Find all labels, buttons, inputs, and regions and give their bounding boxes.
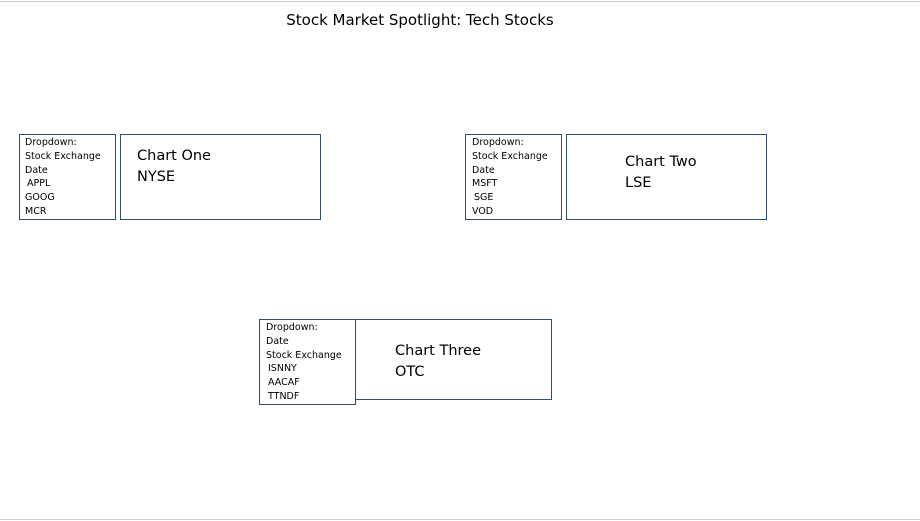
dropdown-option-symbol[interactable]: GOOG: [25, 192, 55, 204]
chart-three-box: Chart Three OTC: [352, 319, 552, 400]
dropdown-option-stock-exchange[interactable]: Stock Exchange: [266, 349, 342, 361]
dropdown-option-date[interactable]: Date: [25, 164, 48, 176]
dropdown-option-symbol[interactable]: APPL: [27, 178, 51, 190]
dropdown-option-symbol[interactable]: ISNNY: [268, 363, 297, 375]
dropdown-option-date[interactable]: Date: [266, 335, 289, 347]
chart-exchange: LSE: [625, 175, 652, 191]
dropdown-option-symbol[interactable]: SGE: [474, 192, 494, 204]
dropdown-option-symbol[interactable]: MCR: [25, 205, 47, 217]
chart-title: Chart One: [137, 148, 211, 164]
dropdown-panel-two[interactable]: Dropdown: Stock Exchange Date MSFT SGE V…: [465, 134, 562, 220]
dropdown-label: Dropdown:: [25, 137, 77, 148]
dropdown-option-symbol[interactable]: AACAF: [268, 377, 300, 389]
dropdown-option-symbol[interactable]: VOD: [472, 205, 494, 217]
dropdown-option-stock-exchange[interactable]: Stock Exchange: [472, 150, 548, 162]
dropdown-option-stock-exchange[interactable]: Stock Exchange: [25, 150, 101, 162]
chart-one-box: Chart One NYSE: [120, 134, 321, 220]
chart-exchange: OTC: [395, 364, 425, 380]
top-edge-line: [0, 1, 920, 2]
chart-title: Chart Two: [625, 154, 697, 170]
dropdown-option-symbol[interactable]: MSFT: [472, 178, 498, 190]
dropdown-option-date[interactable]: Date: [472, 164, 495, 176]
page-title: Stock Market Spotlight: Tech Stocks: [286, 11, 554, 29]
bottom-edge-line: [0, 519, 920, 520]
chart-title: Chart Three: [395, 343, 481, 359]
chart-exchange: NYSE: [137, 169, 176, 185]
dropdown-label: Dropdown:: [472, 137, 524, 148]
dropdown-panel-one[interactable]: Dropdown: Stock Exchange Date APPL GOOG …: [19, 134, 116, 220]
dropdown-panel-three[interactable]: Dropdown: Date Stock Exchange ISNNY AACA…: [259, 319, 356, 405]
chart-two-box: Chart Two LSE: [566, 134, 767, 220]
dropdown-label: Dropdown:: [266, 322, 318, 333]
dropdown-option-symbol[interactable]: TTNDF: [268, 390, 300, 402]
